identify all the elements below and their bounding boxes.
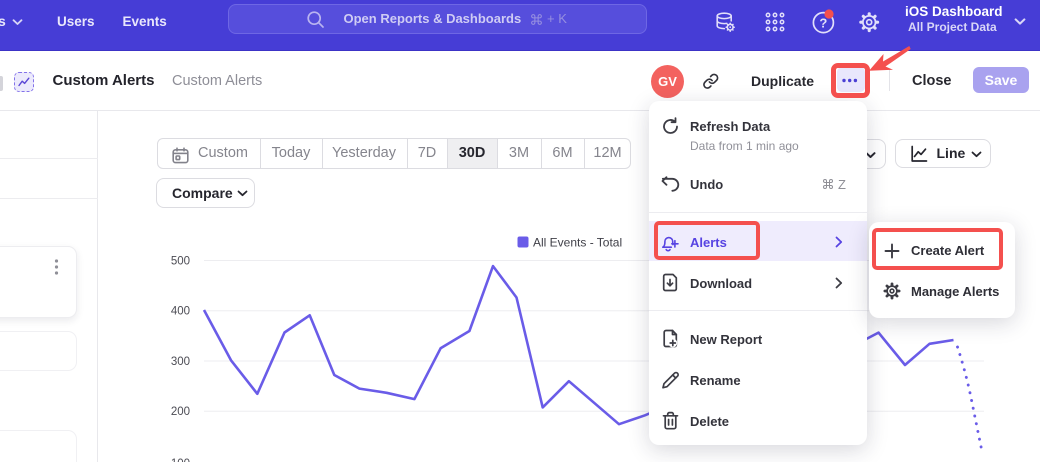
svg-text:200: 200 <box>171 406 190 418</box>
svg-text:100: 100 <box>171 458 190 462</box>
svg-text:400: 400 <box>171 306 190 318</box>
svg-text:300: 300 <box>171 356 190 368</box>
svg-text:?: ? <box>819 15 827 30</box>
svg-text:500: 500 <box>171 256 190 268</box>
svg-text:All Events - Total: All Events - Total <box>533 236 622 250</box>
